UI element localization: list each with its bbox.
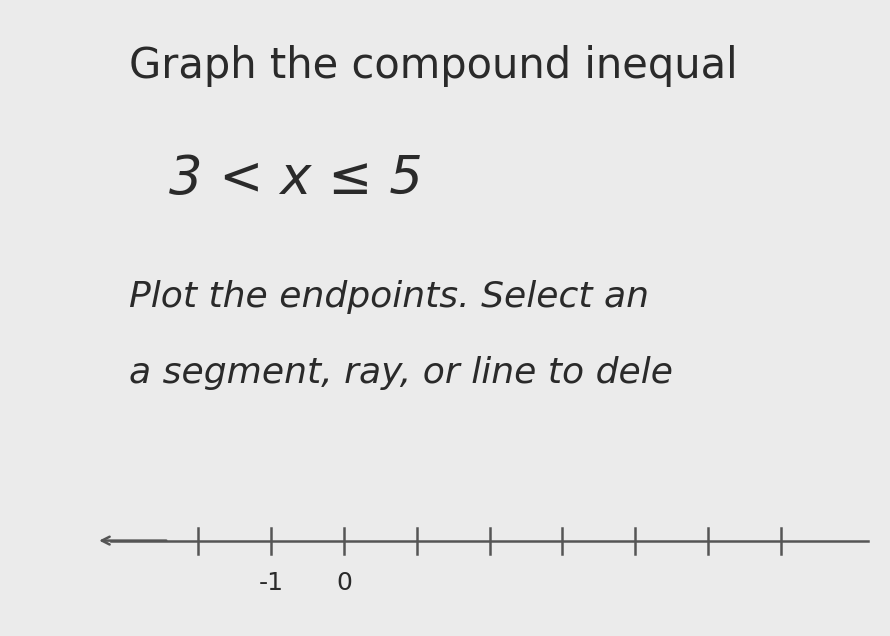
Text: -1: -1 (259, 571, 284, 595)
Text: Graph the compound inequal: Graph the compound inequal (129, 45, 738, 86)
Text: 3 < x ≤ 5: 3 < x ≤ 5 (169, 153, 423, 205)
Text: Plot the endpoints. Select an: Plot the endpoints. Select an (129, 280, 649, 314)
Text: a segment, ray, or line to dele: a segment, ray, or line to dele (129, 356, 673, 390)
Text: 0: 0 (336, 571, 352, 595)
